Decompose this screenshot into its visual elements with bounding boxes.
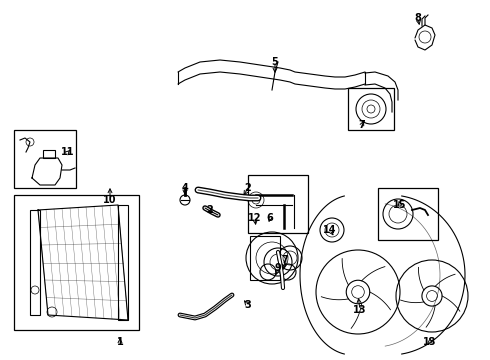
Text: 12: 12	[248, 213, 262, 223]
Bar	[348, 88, 394, 130]
Text: 6: 6	[267, 213, 273, 223]
Text: 2: 2	[207, 205, 213, 215]
Bar	[30, 210, 40, 315]
Text: 13: 13	[353, 305, 367, 315]
Bar	[14, 130, 76, 188]
Text: 3: 3	[245, 300, 251, 310]
Text: 1: 1	[117, 337, 123, 347]
Text: 4: 4	[182, 183, 188, 193]
Bar	[248, 175, 308, 233]
Text: 14: 14	[323, 225, 337, 235]
Text: 10: 10	[103, 195, 117, 205]
Text: 7: 7	[359, 120, 366, 130]
Text: 8: 8	[415, 13, 421, 23]
Text: 7: 7	[282, 255, 289, 265]
Bar	[43, 150, 55, 158]
Bar	[250, 236, 280, 280]
Text: 9: 9	[274, 263, 281, 273]
Bar	[14, 195, 139, 330]
Text: 5: 5	[271, 57, 278, 67]
Text: 2: 2	[245, 183, 251, 193]
Bar	[378, 188, 438, 240]
Bar	[118, 205, 128, 320]
Text: 13: 13	[423, 337, 437, 347]
Text: 11: 11	[61, 147, 75, 157]
Text: 15: 15	[393, 200, 407, 210]
